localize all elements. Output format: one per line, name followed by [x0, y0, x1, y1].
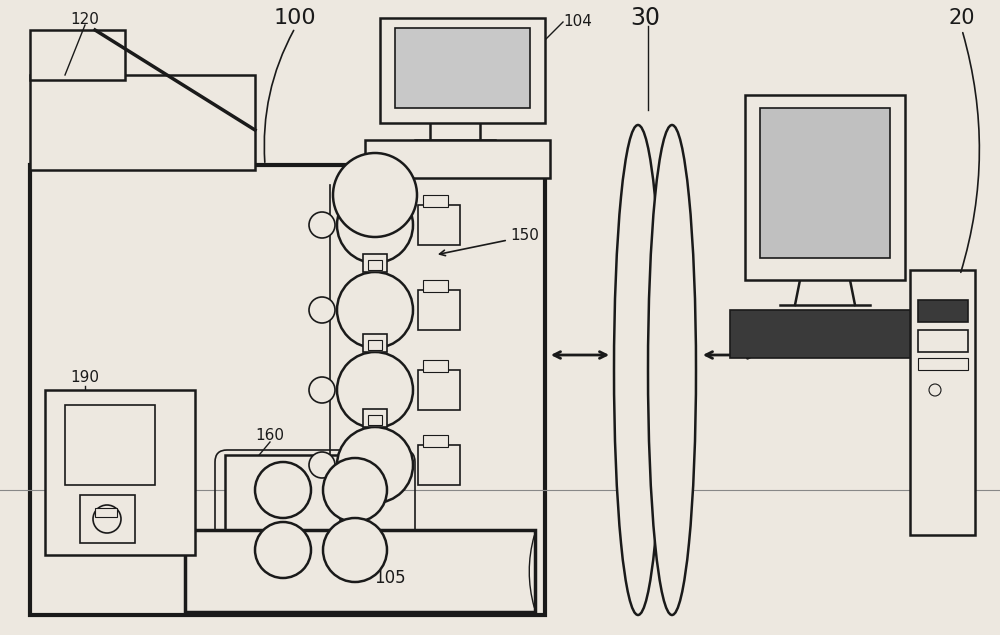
Text: 120: 120	[71, 13, 99, 27]
Bar	[368, 175, 382, 185]
Bar	[745, 95, 905, 280]
Circle shape	[323, 518, 387, 582]
Bar	[45, 390, 195, 555]
Text: 150: 150	[510, 227, 539, 243]
Circle shape	[333, 153, 417, 237]
Text: 105: 105	[374, 569, 406, 587]
Text: 100: 100	[274, 8, 316, 28]
Bar	[368, 415, 382, 425]
Bar	[918, 300, 968, 322]
Bar	[418, 205, 460, 245]
Circle shape	[337, 352, 413, 428]
Bar	[80, 495, 135, 543]
Bar	[918, 358, 968, 370]
Bar	[363, 334, 387, 352]
Bar	[363, 169, 387, 187]
Bar	[30, 75, 255, 170]
Circle shape	[255, 462, 311, 518]
Text: 20: 20	[949, 8, 975, 28]
Bar	[65, 405, 155, 485]
Bar	[910, 270, 975, 535]
Circle shape	[337, 272, 413, 348]
Bar	[30, 30, 125, 80]
Bar	[918, 330, 968, 352]
Bar	[423, 360, 448, 372]
Bar	[368, 340, 382, 350]
Circle shape	[309, 212, 335, 238]
Circle shape	[309, 377, 335, 403]
Bar	[423, 435, 448, 447]
Bar	[95, 508, 117, 517]
Bar	[395, 28, 530, 108]
Ellipse shape	[614, 125, 662, 615]
Bar	[418, 290, 460, 330]
Bar	[363, 254, 387, 272]
Bar	[760, 108, 890, 258]
Text: 30: 30	[630, 6, 660, 30]
Bar	[418, 445, 460, 485]
Circle shape	[309, 452, 335, 478]
Circle shape	[309, 297, 335, 323]
Bar	[30, 165, 545, 615]
Circle shape	[323, 458, 387, 522]
Bar	[423, 195, 448, 207]
Text: 190: 190	[70, 370, 100, 385]
Bar	[185, 530, 535, 612]
Bar	[365, 140, 550, 178]
Text: 104: 104	[564, 15, 592, 29]
Circle shape	[337, 187, 413, 263]
Bar	[225, 455, 340, 585]
Bar	[363, 409, 387, 427]
Bar	[368, 260, 382, 270]
Bar	[730, 310, 915, 358]
Circle shape	[255, 522, 311, 578]
Text: 160: 160	[256, 427, 285, 443]
Bar	[418, 370, 460, 410]
Circle shape	[337, 427, 413, 503]
Bar	[423, 280, 448, 292]
Bar	[380, 18, 545, 123]
Ellipse shape	[648, 125, 696, 615]
